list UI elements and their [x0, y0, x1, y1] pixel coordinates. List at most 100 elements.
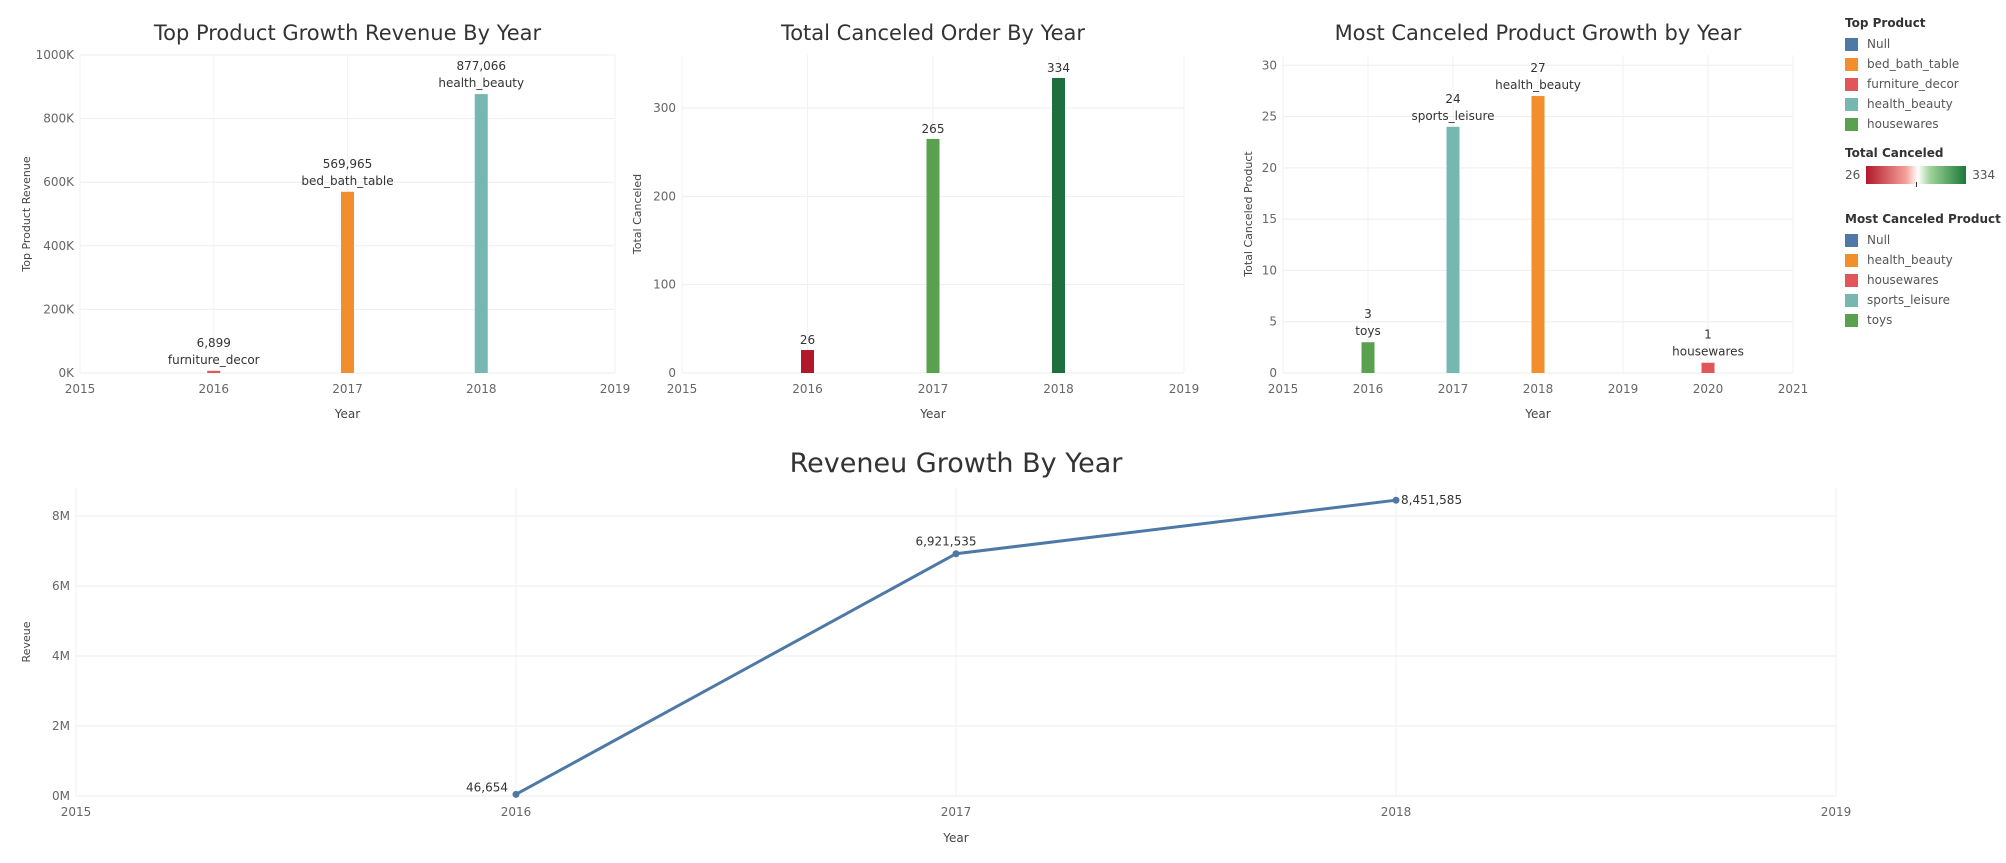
y-tick-label: 5	[1269, 315, 1277, 329]
y-tick-label: 2M	[52, 719, 70, 733]
y-axis-label: Total Canceled	[631, 174, 644, 255]
x-tick-label: 2015	[61, 805, 92, 819]
legend-swatch	[1845, 313, 1858, 327]
y-tick-label: 0M	[52, 789, 70, 803]
bar	[207, 370, 221, 373]
legend-item-toys[interactable]: toys	[1845, 310, 2001, 330]
color-scale-max: 334	[1972, 168, 1996, 182]
x-axis-label: Year	[1524, 407, 1550, 421]
bar-value-label: 26	[800, 333, 815, 347]
y-axis-label: Top Product Revenue	[20, 156, 33, 272]
bar	[341, 191, 354, 373]
data-point	[1392, 496, 1400, 504]
x-tick-label: 2016	[198, 382, 229, 396]
bar-value-label: 24	[1445, 92, 1460, 106]
bar-value-label: 1	[1704, 328, 1712, 342]
bar	[474, 94, 488, 373]
legend-title: Total Canceled	[1845, 146, 1944, 160]
bar	[801, 350, 814, 373]
chart-revenue_line: Reveneu Growth By Year 0M 2M 4M 6M 8M 2015 2016…	[20, 448, 1851, 845]
legend-item-health-beauty[interactable]: health_beauty	[1845, 250, 2001, 270]
legend-item-sports-leisure[interactable]: sports_leisure	[1845, 290, 2001, 310]
bar-category-label: health_beauty	[1495, 78, 1581, 92]
legend-swatch	[1845, 233, 1858, 247]
x-tick-label: 2018	[1381, 805, 1412, 819]
x-tick-label: 2019	[1821, 805, 1852, 819]
bar	[1701, 362, 1715, 373]
color-scale-marker	[1916, 182, 1918, 187]
y-tick-label: 6M	[52, 579, 70, 593]
y-axis-label: Reveue	[20, 621, 33, 662]
y-tick-label: 300	[653, 101, 676, 115]
chart-title: Reveneu Growth By Year	[790, 448, 1124, 479]
bar-category-label: housewares	[1672, 345, 1744, 359]
legend-item-furniture-decor[interactable]: furniture_decor	[1845, 74, 1959, 94]
data-point	[512, 790, 520, 798]
legend-label: Null	[1867, 37, 1891, 51]
bar-value-label: 27	[1530, 61, 1545, 75]
bar-category-label: furniture_decor	[168, 353, 260, 367]
x-tick-label: 2019	[1608, 382, 1639, 396]
legend-top-product: Top Product Null bed_bath_table furnitur…	[1845, 16, 1959, 134]
bar	[926, 138, 940, 373]
x-tick-label: 2016	[1353, 382, 1384, 396]
legend-swatch	[1845, 253, 1858, 267]
legend-swatch	[1845, 97, 1858, 111]
legend-swatch	[1845, 57, 1858, 71]
legend-swatch	[1845, 37, 1858, 51]
legend-label: furniture_decor	[1867, 77, 1959, 91]
legend-item-null[interactable]: Null	[1845, 34, 1959, 54]
legend-swatch	[1845, 273, 1858, 287]
x-tick-label: 2017	[332, 382, 363, 396]
x-tick-label: 2016	[501, 805, 532, 819]
x-tick-label: 2019	[600, 382, 631, 396]
chart-title: Most Canceled Product Growth by Year	[1335, 21, 1742, 45]
data-label: 8,451,585	[1401, 493, 1462, 507]
x-axis-label: Year	[942, 831, 968, 845]
legend-most-canceled-product: Most Canceled Product Null health_beauty…	[1845, 212, 2001, 330]
bar-value-label: 265	[922, 122, 945, 136]
x-tick-label: 2017	[1438, 382, 1469, 396]
legend-label: housewares	[1867, 117, 1939, 131]
x-axis-label: Year	[334, 407, 360, 421]
legend-item-housewares[interactable]: housewares	[1845, 114, 1959, 134]
chart-title: Top Product Growth Revenue By Year	[153, 21, 542, 45]
x-axis-label: Year	[919, 407, 945, 421]
legend-item-bed-bath-table[interactable]: bed_bath_table	[1845, 54, 1959, 74]
color-scale: 26 334	[1845, 164, 1996, 187]
y-tick-label: 800K	[43, 112, 75, 126]
y-tick-label: 1000K	[36, 48, 76, 62]
x-tick-label: 2017	[918, 382, 949, 396]
y-tick-label: 100	[653, 278, 676, 292]
bar	[1361, 342, 1375, 373]
y-tick-label: 600K	[43, 175, 75, 189]
legend-label: toys	[1867, 313, 1893, 327]
x-tick-label: 2020	[1693, 382, 1724, 396]
y-tick-label: 10	[1262, 263, 1277, 277]
legend-swatch	[1845, 77, 1858, 91]
y-tick-label: 200K	[43, 302, 75, 316]
x-tick-label: 2021	[1778, 382, 1809, 396]
legend-item-null[interactable]: Null	[1845, 230, 2001, 250]
bar-category-label: health_beauty	[438, 76, 524, 90]
chart-revenue_top: Top Product Growth Revenue By Year 0K 200K…	[20, 21, 630, 421]
legend-item-health-beauty[interactable]: health_beauty	[1845, 94, 1959, 114]
x-tick-label: 2015	[65, 382, 96, 396]
bar-value-label: 3	[1364, 307, 1372, 321]
y-tick-label: 0	[668, 366, 676, 380]
color-scale-bar	[1866, 166, 1967, 187]
x-tick-label: 2015	[667, 382, 698, 396]
chart-title: Total Canceled Order By Year	[780, 21, 1085, 45]
bar	[1052, 77, 1065, 373]
bar-value-label: 334	[1047, 61, 1070, 75]
legend-item-housewares[interactable]: housewares	[1845, 270, 2001, 290]
bar-value-label: 877,066	[456, 59, 506, 73]
data-label: 46,654	[466, 780, 508, 794]
chart-canceled_total: Total Canceled Order By Year 0 100 200 300 20…	[631, 21, 1199, 421]
color-scale-min: 26	[1845, 168, 1861, 182]
y-tick-label: 25	[1262, 110, 1277, 124]
y-tick-label: 30	[1262, 58, 1277, 72]
legend-label: housewares	[1867, 273, 1939, 287]
legend-total-canceled: Total Canceled 26 334	[1845, 146, 1996, 187]
